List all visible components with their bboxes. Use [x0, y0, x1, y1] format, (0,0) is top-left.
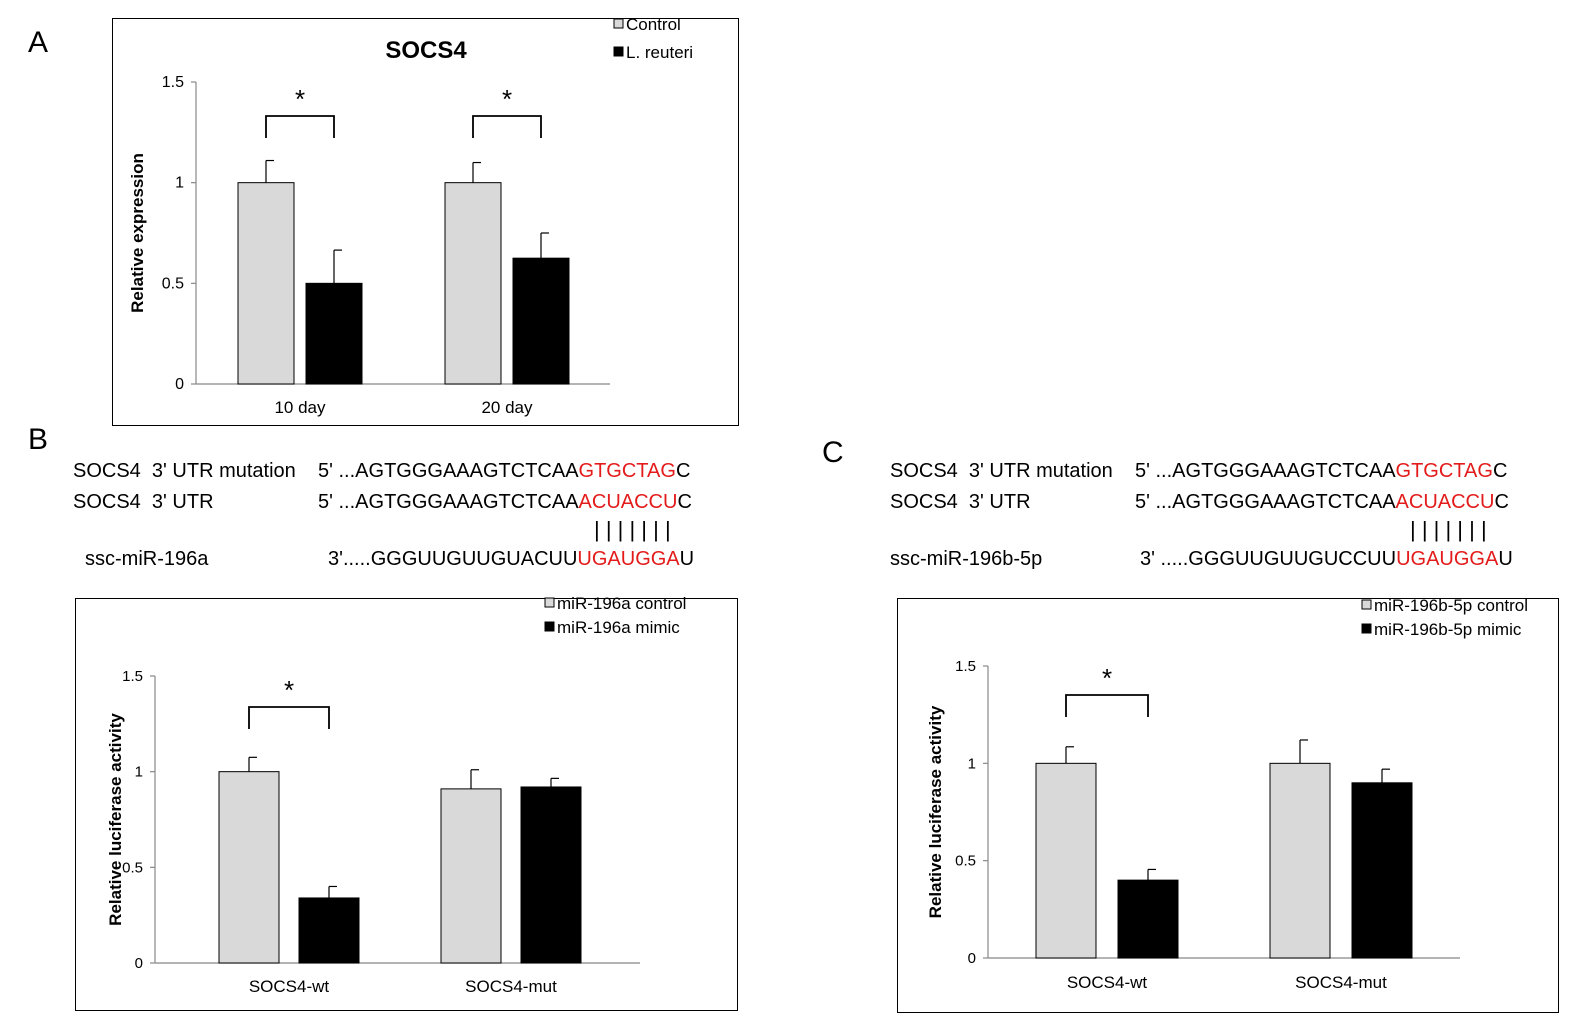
y-tick-label: 0.5	[162, 275, 184, 292]
bar-control	[237, 182, 295, 385]
y-tick-label: 1	[135, 764, 143, 781]
legend-swatch	[613, 18, 624, 29]
seq-prefix: 5' ...AGTGGGAAAGTCTCAA	[1135, 491, 1396, 513]
mutation-sequence: 5' ...AGTGGGAAAGTCTCAAGTGCTAGC	[1135, 460, 1507, 483]
y-tick-label: 0	[135, 955, 143, 972]
mutation-label: SOCS4 3' UTR mutation	[890, 460, 1113, 482]
y-tick-label: 0.5	[122, 859, 143, 876]
bar-treatment	[298, 897, 360, 964]
legend-swatch	[544, 621, 555, 632]
chart-frame-c	[897, 598, 1559, 1013]
significance-bracket	[265, 115, 335, 138]
bar-control	[1035, 762, 1097, 959]
bar-control	[218, 771, 280, 964]
mutation-label: SOCS4 3' UTR mutation	[73, 460, 296, 482]
chart-frame-b	[75, 598, 738, 1011]
y-tick-label: 1.5	[122, 668, 143, 685]
seq-highlight: UGAUGGA	[1396, 548, 1499, 570]
mirna-label: ssc-miR-196a	[85, 548, 209, 570]
chart-b: 0 0.5 1 1.5 Relative luciferase activity SOCS…	[106, 594, 686, 996]
seq-highlight: ACUACCU	[1395, 491, 1495, 513]
seq-highlight: GTGCTAG	[1395, 460, 1493, 482]
bar-treatment	[1117, 879, 1179, 959]
y-tick-label: 0	[968, 950, 976, 967]
significance-star: *	[284, 675, 294, 705]
utr-sequence: 5' ...AGTGGGAAAGTCTCAAACUACCUC	[1135, 491, 1509, 514]
seq-prefix: 5' ...AGTGGGAAAGTCTCAA	[318, 460, 579, 482]
chart-frame-a	[112, 18, 739, 426]
chart-title: SOCS4	[385, 37, 467, 64]
seq-suffix: U	[1498, 548, 1513, 570]
pairing-lines: | | | | | | |	[594, 517, 671, 542]
bar-control	[1269, 762, 1331, 959]
bar-treatment	[512, 257, 570, 385]
y-axis-label: Relative luciferase activity	[106, 713, 125, 926]
significance-bracket	[472, 115, 542, 138]
seq-suffix: C	[1492, 460, 1508, 482]
bar-control	[440, 788, 502, 964]
y-axis-label: Relative expression	[128, 153, 147, 313]
significance-star: *	[295, 84, 305, 114]
mirna-label: ssc-miR-196b-5p	[890, 548, 1043, 570]
utr-label: SOCS4 3' UTR	[890, 491, 1031, 513]
bar-treatment	[305, 282, 363, 385]
y-tick-label: 0	[175, 376, 184, 393]
panel-label-b: B	[28, 423, 49, 456]
significance-star: *	[1102, 663, 1112, 693]
mutation-sequence: 5' ...AGTGGGAAAGTCTCAAGTGCTAGC	[318, 460, 690, 483]
legend-label: L. reuteri	[626, 43, 693, 62]
panel-label-a: A	[28, 26, 49, 59]
category-label: SOCS4-mut	[465, 977, 557, 996]
legend-label: Control	[626, 15, 681, 34]
seq-prefix: 3' .....GGGUUGUUGUCCUU	[1140, 548, 1397, 570]
y-tick-label: 1	[968, 755, 976, 772]
seq-suffix: C	[675, 460, 691, 482]
seq-highlight: ACUACCU	[578, 491, 678, 513]
seq-prefix: 5' ...AGTGGGAAAGTCTCAA	[1135, 460, 1396, 482]
category-label: SOCS4-mut	[1295, 973, 1387, 992]
significance-star: *	[502, 84, 512, 114]
seq-prefix: 3'.....GGGUUGUUGUACUU	[328, 548, 578, 570]
y-tick-label: 1.5	[955, 658, 976, 675]
utr-sequence: 5' ...AGTGGGAAAGTCTCAAACUACCUC	[318, 491, 692, 514]
legend-swatch	[1361, 599, 1372, 610]
seq-suffix: U	[679, 548, 695, 570]
legend-label: miR-196b-5p mimic	[1374, 620, 1522, 639]
panel-label-c: C	[822, 436, 844, 469]
y-axis-label: Relative luciferase activity	[926, 705, 945, 918]
pairing-lines: | | | | | | |	[1410, 517, 1487, 542]
chart-a: 0 0.5 1 1.5 Relative expression SOCS4 10 day * 2…	[128, 15, 693, 417]
bar-treatment	[520, 786, 582, 964]
legend-label: miR-196a mimic	[557, 618, 680, 637]
utr-label: SOCS4 3' UTR	[73, 491, 214, 513]
category-label: 10 day	[274, 398, 326, 417]
category-label: SOCS4-wt	[1067, 973, 1148, 992]
category-label: SOCS4-wt	[249, 977, 330, 996]
legend-swatch	[544, 597, 555, 608]
y-tick-label: 1.5	[162, 74, 184, 91]
category-label: 20 day	[481, 398, 533, 417]
seq-suffix: C	[677, 491, 692, 513]
chart-c: 0 0.5 1 1.5 Relative luciferase activity SOCS…	[926, 596, 1528, 992]
y-tick-label: 0.5	[955, 853, 976, 870]
significance-bracket	[1065, 694, 1149, 717]
legend-swatch	[613, 46, 624, 57]
bar-control	[444, 182, 502, 385]
mirna-sequence: 3' .....GGGUUGUUGUCCUUUGAUGGAU	[1140, 548, 1513, 571]
legend-label: miR-196b-5p control	[1374, 596, 1528, 615]
y-tick-label: 1	[175, 175, 184, 192]
seq-prefix: 5' ...AGTGGGAAAGTCTCAA	[318, 491, 579, 513]
legend-swatch	[1361, 623, 1372, 634]
seq-highlight: GTGCTAG	[578, 460, 676, 482]
legend-label: miR-196a control	[557, 594, 686, 613]
mirna-sequence: 3'.....GGGUUGUUGUACUUUGAUGGAU	[328, 548, 694, 571]
seq-highlight: UGAUGGA	[577, 548, 680, 570]
significance-bracket	[248, 706, 330, 729]
bar-treatment	[1351, 782, 1413, 959]
seq-suffix: C	[1494, 491, 1509, 513]
